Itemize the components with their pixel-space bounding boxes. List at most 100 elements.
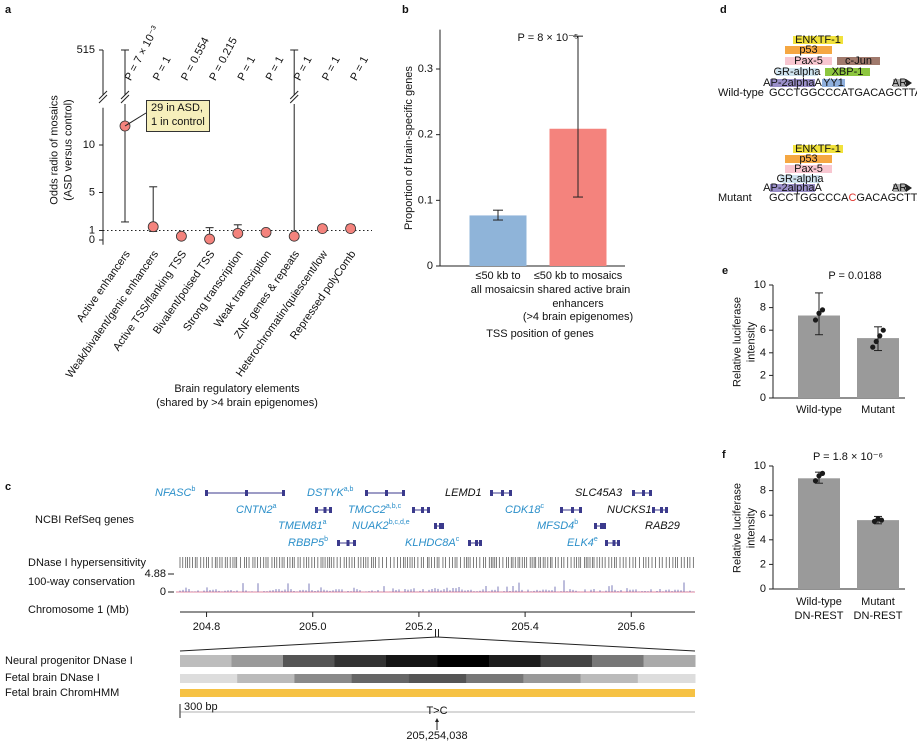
x-tick-label: 205.0 <box>299 621 327 633</box>
dot <box>260 226 272 238</box>
p-value: P = 0.554 <box>179 36 212 83</box>
gene-name: KLHDC8Ac <box>405 536 460 550</box>
factor-label: ENKTF-1 <box>795 34 841 46</box>
binding-site <box>785 155 832 163</box>
binding-site <box>825 68 870 76</box>
x-tick-label: Wild-type DN-REST <box>794 596 844 622</box>
signal-segment <box>231 655 284 667</box>
y-tick-label: 0 <box>760 392 766 404</box>
factor-label: AP-2alphaA <box>763 77 822 89</box>
exon <box>323 507 327 513</box>
dot <box>316 223 328 235</box>
dot <box>345 223 357 235</box>
panel-label: e <box>722 265 728 277</box>
factor-label: AR <box>892 182 907 194</box>
binding-site <box>776 68 818 76</box>
signal-segment <box>540 655 593 667</box>
panel-label: c <box>5 481 11 493</box>
data-point <box>819 470 826 476</box>
factor-label: GR-alpha <box>776 173 824 185</box>
exon <box>579 507 582 513</box>
p-value: P = 0.215 <box>207 36 240 83</box>
signal-segment <box>180 655 232 667</box>
factor-label: Pax-5 <box>794 163 823 175</box>
exon <box>642 490 645 496</box>
x-tick-label: Mutant <box>861 404 895 416</box>
gene-superscript: a,b,c <box>386 503 402 510</box>
exon <box>594 523 597 529</box>
signal-segment <box>637 674 696 683</box>
gene-name: NUCKS1 <box>607 504 652 516</box>
gene-superscript: b <box>574 519 578 526</box>
gene-name: NFASCb <box>155 486 195 500</box>
dot <box>232 227 244 239</box>
binding-site <box>780 175 820 183</box>
p-value: P = 8 × 10⁻⁵ <box>518 32 579 44</box>
gene-symbol: TMCC2 <box>348 504 386 516</box>
gene-name: TMCC2a,b,c <box>348 503 402 517</box>
y-tick-label: 0.1 <box>418 194 433 206</box>
p-value: P = 1 <box>348 54 371 82</box>
exon <box>282 490 285 496</box>
data-point <box>870 344 876 350</box>
factor-label: AP-2alphaA <box>763 182 822 194</box>
gene-symbol: LEMD1 <box>445 487 482 499</box>
exon <box>560 507 563 513</box>
factor-label: YY1 <box>823 77 844 89</box>
data-point <box>873 338 879 345</box>
exon <box>509 490 512 496</box>
bar <box>798 478 840 589</box>
y-tick-label: 515 <box>77 44 95 56</box>
axis-break <box>289 94 299 104</box>
exon <box>421 507 424 513</box>
track-label: Chromosome 1 (Mb) <box>28 604 129 616</box>
sequence-label: Wild-type <box>718 87 764 99</box>
bar <box>857 520 899 589</box>
factor-label: p53 <box>799 44 817 56</box>
signal-segment <box>237 674 295 683</box>
sequence-part: GCCTGGCCCA <box>769 192 849 204</box>
y-tick-label: 0 <box>427 260 433 272</box>
dot <box>288 230 300 242</box>
dot <box>204 233 216 245</box>
exon <box>353 540 356 546</box>
exon <box>365 490 368 496</box>
data-point <box>878 517 885 523</box>
y-tick-label: 10 <box>754 460 766 472</box>
gene-symbol: TMEM81 <box>278 520 323 532</box>
exon <box>385 490 388 496</box>
exon <box>439 523 442 529</box>
exon <box>337 540 340 546</box>
y-tick-label: 4 <box>760 347 766 359</box>
gene-symbol: RBBP5 <box>288 537 325 549</box>
x-tick-label: 205.2 <box>405 621 433 633</box>
annotation: 29 in ASD, 1 in control <box>146 100 210 132</box>
x-tick-label: 205.6 <box>618 621 646 633</box>
x-axis-title: TSS position of genes <box>486 328 594 340</box>
variant-arrow-head <box>435 718 439 722</box>
chromhmm-state <box>180 689 695 697</box>
exon <box>346 540 350 546</box>
gene-symbol: NFASC <box>155 487 192 499</box>
exon <box>402 490 405 496</box>
x-tick-label: ≤50 kb to mosaics in shared active brain… <box>522 270 634 324</box>
y-tick-label: 0 <box>89 234 95 246</box>
y-tick-label: 4.88 <box>145 568 166 580</box>
x-axis-title: Brain regulatory elements (shared by >4 … <box>156 383 318 409</box>
gene-name: ELK4e <box>567 536 598 550</box>
gene-superscript: b,c,d,e <box>389 519 410 526</box>
gene-name: TMEM81a <box>278 519 327 533</box>
y-tick-label: 10 <box>754 279 766 291</box>
binding-site <box>770 79 815 87</box>
sequence: GCCTGGCCCATGACAGCTTAG <box>769 87 917 99</box>
panel-label: a <box>5 4 12 16</box>
track-label: Fetal brain DNase I <box>5 672 100 684</box>
gene-superscript: c <box>456 536 460 543</box>
y-tick-label: 6 <box>760 509 766 521</box>
exon <box>603 523 606 529</box>
panel-label: b <box>402 4 409 16</box>
track-label: NCBI RefSeq genes <box>35 514 135 526</box>
gene-symbol: ELK4 <box>567 537 594 549</box>
